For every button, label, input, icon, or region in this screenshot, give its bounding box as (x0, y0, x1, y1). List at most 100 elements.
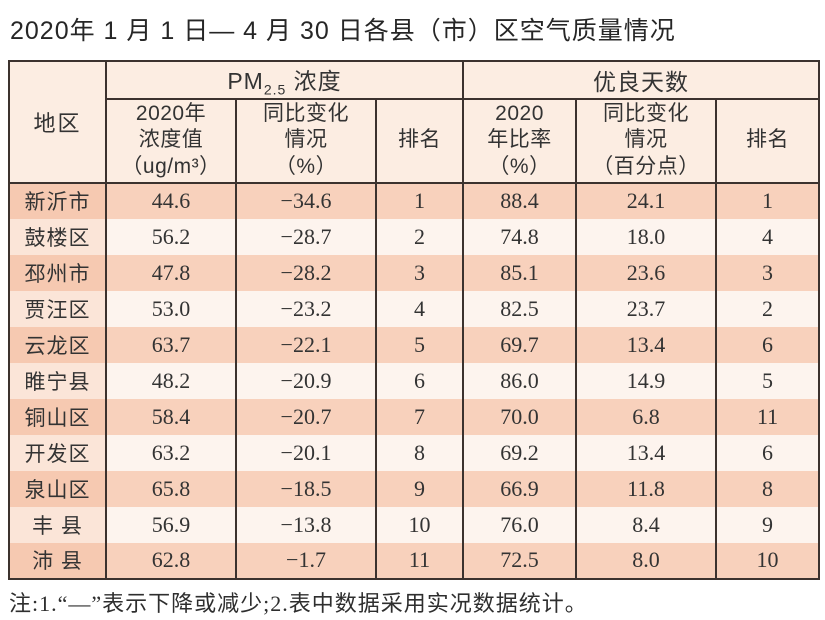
value-cell-pm25-yoy-change-percent: −28.7 (235, 218, 376, 255)
value-cell-good-days-2020-ratio-percent: 86.0 (462, 362, 577, 399)
value-cell-pm25-rank: 10 (374, 506, 464, 543)
value-cell-good-days-2020-ratio-percent: 72.5 (462, 542, 577, 579)
value-cell-good-days-2020-ratio-percent: 85.1 (462, 254, 577, 291)
value-cell-good-days-rank: 2 (715, 290, 820, 327)
table-row: 邳州市 47.8 −28.2 3 85.1 23.6 3 (8, 254, 820, 291)
value-cell-good-days-yoy-change-points: 11.8 (575, 470, 717, 507)
table-row: 贾汪区 53.0 −23.2 4 82.5 23.7 2 (8, 290, 820, 327)
region-cell: 铜山区 (8, 398, 106, 435)
table-row: 新沂市 44.6 −34.6 1 88.4 24.1 1 (8, 182, 820, 219)
table-row: 泉山区 65.8 −18.5 9 66.9 11.8 8 (8, 470, 820, 507)
value-cell-good-days-2020-ratio-percent: 76.0 (462, 506, 577, 543)
value-cell-pm25-yoy-change-percent: −1.7 (235, 542, 376, 579)
region-cell: 新沂市 (8, 182, 106, 219)
value-cell-good-days-yoy-change-points: 8.4 (575, 506, 717, 543)
col-header-days-ratio: 2020 年比率 （%） (462, 98, 577, 184)
value-cell-pm25-rank: 3 (374, 254, 464, 291)
region-cell: 邳州市 (8, 254, 106, 291)
value-cell-good-days-2020-ratio-percent: 74.8 (462, 218, 577, 255)
col-header-days-yoy-change: 同比变化 情况 （百分点） (575, 98, 717, 184)
group-header-pm25: PM2.5 浓度 (104, 61, 464, 100)
table-row: 沛 县 62.8 −1.7 11 72.5 8.0 10 (8, 542, 820, 579)
value-cell-good-days-2020-ratio-percent: 69.2 (462, 434, 577, 471)
value-cell-good-days-rank: 8 (715, 470, 820, 507)
value-cell-good-days-yoy-change-points: 14.9 (575, 362, 717, 399)
region-cell: 云龙区 (8, 326, 106, 363)
value-cell-pm25-2020-concentration-ug-m3: 56.9 (105, 506, 236, 543)
value-cell-pm25-2020-concentration-ug-m3: 63.7 (105, 326, 236, 363)
value-cell-good-days-rank: 4 (715, 218, 820, 255)
table-header: 地区 PM2.5 浓度 优良天数 2020年 浓度值 （ug/m³） 同比变化 … (8, 61, 820, 184)
page-title: 2020年 1 月 1 日— 4 月 30 日各县（市）区空气质量情况 (10, 17, 676, 45)
value-cell-pm25-yoy-change-percent: −23.2 (235, 290, 376, 327)
value-cell-good-days-rank: 1 (715, 182, 820, 219)
value-cell-good-days-yoy-change-points: 13.4 (575, 326, 717, 363)
value-cell-good-days-rank: 5 (715, 362, 820, 399)
group-header-good-days: 优良天数 (462, 61, 820, 100)
table-row: 开发区 63.2 −20.1 8 69.2 13.4 6 (8, 434, 820, 471)
table-row: 丰 县 56.9 −13.8 10 76.0 8.4 9 (8, 506, 820, 543)
region-cell: 开发区 (8, 434, 106, 471)
footnote: 注:1.“—”表示下降或减少;2.表中数据采用实况数据统计。 (9, 591, 588, 616)
value-cell-pm25-rank: 11 (374, 542, 464, 579)
sub-header-row: 2020年 浓度值 （ug/m³） 同比变化 情况 （%） 排名 2020 年比… (9, 98, 820, 184)
value-cell-pm25-yoy-change-percent: −18.5 (235, 470, 376, 507)
value-cell-pm25-2020-concentration-ug-m3: 65.8 (105, 470, 236, 507)
value-cell-pm25-yoy-change-percent: −13.8 (235, 506, 376, 543)
col-header-pm25-yoy-change: 同比变化 情况 （%） (235, 98, 376, 184)
value-cell-pm25-2020-concentration-ug-m3: 56.2 (105, 218, 236, 255)
value-cell-pm25-2020-concentration-ug-m3: 53.0 (105, 290, 236, 327)
col-header-pm25-concentration: 2020年 浓度值 （ug/m³） (105, 98, 236, 184)
region-cell: 泉山区 (8, 470, 106, 507)
value-cell-pm25-2020-concentration-ug-m3: 63.2 (105, 434, 236, 471)
value-cell-good-days-rank: 3 (715, 254, 820, 291)
value-cell-good-days-rank: 6 (715, 434, 820, 471)
table-row: 云龙区 63.7 −22.1 5 69.7 13.4 6 (8, 326, 820, 363)
value-cell-pm25-rank: 7 (374, 398, 464, 435)
value-cell-good-days-yoy-change-points: 24.1 (575, 182, 717, 219)
value-cell-good-days-rank: 6 (715, 326, 820, 363)
value-cell-pm25-rank: 8 (374, 434, 464, 471)
value-cell-pm25-yoy-change-percent: −20.7 (235, 398, 376, 435)
table-row: 鼓楼区 56.2 −28.7 2 74.8 18.0 4 (8, 218, 820, 255)
region-cell: 贾汪区 (8, 290, 106, 327)
pm25-base: PM (227, 68, 264, 94)
value-cell-good-days-2020-ratio-percent: 70.0 (462, 398, 577, 435)
value-cell-pm25-rank: 2 (374, 218, 464, 255)
value-cell-pm25-rank: 4 (374, 290, 464, 327)
value-cell-good-days-yoy-change-points: 23.7 (575, 290, 717, 327)
value-cell-pm25-rank: 6 (374, 362, 464, 399)
group-header-row: 地区 PM2.5 浓度 优良天数 (8, 61, 820, 184)
value-cell-good-days-yoy-change-points: 18.0 (575, 218, 717, 255)
value-cell-pm25-rank: 5 (374, 326, 464, 363)
col-header-pm25-rank: 排名 (374, 98, 464, 184)
pm25-tail: 浓度 (286, 68, 342, 94)
value-cell-pm25-yoy-change-percent: −28.2 (235, 254, 376, 291)
value-cell-good-days-rank: 10 (715, 542, 820, 579)
region-cell: 丰 县 (8, 506, 106, 543)
table-row: 睢宁县 48.2 −20.9 6 86.0 14.9 5 (8, 362, 820, 399)
value-cell-pm25-2020-concentration-ug-m3: 62.8 (105, 542, 236, 579)
value-cell-pm25-yoy-change-percent: −22.1 (235, 326, 376, 363)
col-header-days-rank: 排名 (715, 98, 820, 184)
value-cell-good-days-yoy-change-points: 6.8 (575, 398, 717, 435)
value-cell-good-days-yoy-change-points: 13.4 (575, 434, 717, 471)
value-cell-pm25-rank: 1 (374, 182, 464, 219)
region-cell: 沛 县 (8, 542, 106, 579)
value-cell-pm25-yoy-change-percent: −20.9 (235, 362, 376, 399)
value-cell-pm25-yoy-change-percent: −34.6 (235, 182, 376, 219)
value-cell-pm25-rank: 9 (374, 470, 464, 507)
value-cell-pm25-2020-concentration-ug-m3: 47.8 (105, 254, 236, 291)
region-cell: 鼓楼区 (8, 218, 106, 255)
value-cell-good-days-yoy-change-points: 8.0 (575, 542, 717, 579)
value-cell-good-days-yoy-change-points: 23.6 (575, 254, 717, 291)
value-cell-pm25-2020-concentration-ug-m3: 58.4 (105, 398, 236, 435)
pm25-subscript: 2.5 (263, 81, 287, 98)
table-body: 新沂市 44.6 −34.6 1 88.4 24.1 1 鼓楼区 56.2 −28.7 2 74.8 1… (8, 182, 820, 579)
air-quality-table: 地区 PM2.5 浓度 优良天数 2020年 浓度值 （ug/m³） 同比变化 … (8, 60, 821, 580)
col-header-region: 地区 (8, 61, 106, 184)
value-cell-good-days-rank: 11 (715, 398, 820, 435)
table-row: 铜山区 58.4 −20.7 7 70.0 6.8 11 (8, 398, 820, 435)
value-cell-good-days-2020-ratio-percent: 69.7 (462, 326, 577, 363)
value-cell-pm25-yoy-change-percent: −20.1 (235, 434, 376, 471)
